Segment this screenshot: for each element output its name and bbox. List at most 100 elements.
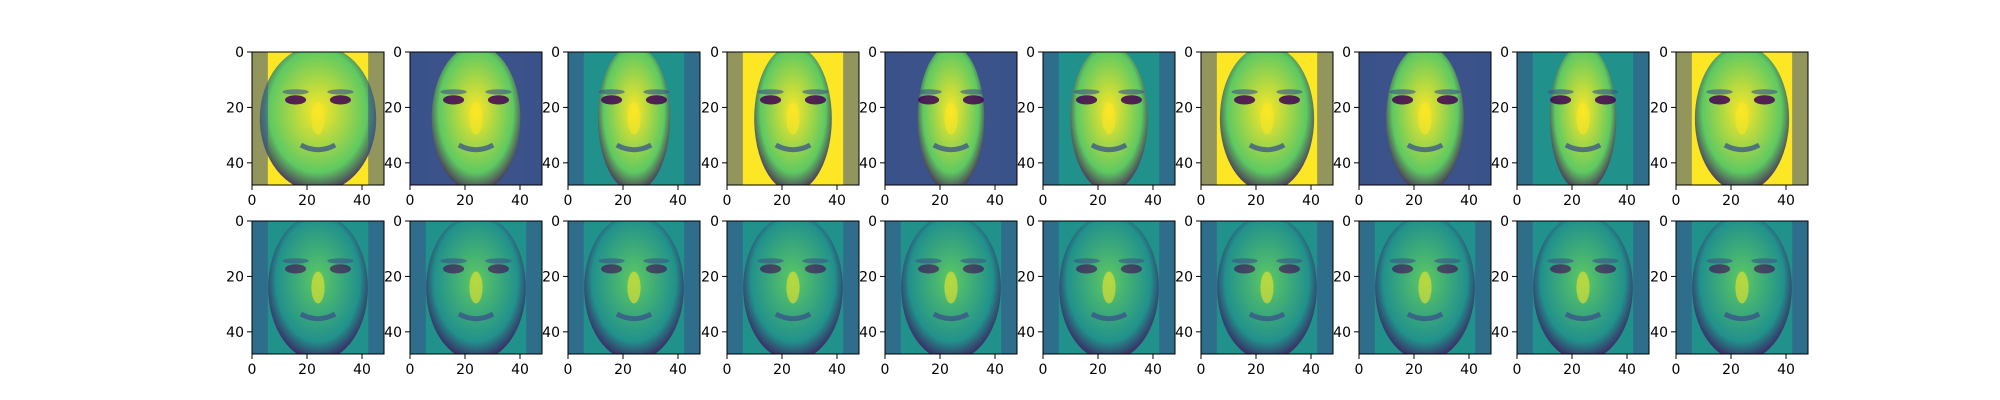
x-tick-label: 20	[773, 193, 791, 209]
eye	[1753, 95, 1775, 105]
eye	[601, 264, 623, 274]
y-tick-label: 20	[384, 269, 402, 285]
axes-frame	[1516, 51, 1650, 186]
shadow-right	[843, 221, 859, 354]
shadow-left	[885, 221, 901, 354]
x-tick-label: 20	[1722, 193, 1740, 209]
original-face-panel: 0 20 40 0 20 40	[1175, 45, 1334, 209]
face-image	[727, 221, 859, 354]
eyebrow	[960, 89, 987, 95]
y-tick-label: 40	[859, 156, 877, 172]
x-tick-label: 0	[406, 193, 415, 209]
eyebrow	[1118, 89, 1145, 95]
mouth	[1248, 142, 1286, 153]
eyebrow	[598, 89, 625, 95]
shadow-left	[1359, 221, 1375, 354]
x-tick-label: 20	[1563, 193, 1581, 209]
x-tick-label: 40	[1618, 362, 1636, 378]
y-tick-label: 20	[859, 269, 877, 285]
eyebrow	[440, 258, 467, 264]
face-image	[568, 52, 700, 185]
nose	[1260, 271, 1274, 304]
y-tick-label: 20	[1017, 269, 1035, 285]
y-tick-label: 40	[1017, 325, 1035, 341]
eye	[645, 95, 667, 105]
face-image	[252, 221, 384, 354]
x-tick-label: 0	[1513, 193, 1522, 209]
face-image	[568, 221, 700, 354]
x-tick-label: 20	[1722, 362, 1740, 378]
x-tick-label: 20	[1563, 362, 1581, 378]
nose	[1418, 102, 1432, 135]
x-tick-label: 40	[986, 362, 1004, 378]
x-tick-label: 20	[298, 362, 316, 378]
eye	[329, 95, 351, 105]
x-tick-label: 20	[1089, 362, 1107, 378]
x-tick-label: 20	[614, 193, 632, 209]
original-face-panel: 0 20 40 0 20 40	[1333, 45, 1492, 209]
x-tick-label: 0	[406, 362, 415, 378]
eye	[1120, 95, 1142, 105]
original-face-panel: 0 20 40 0 20 40	[1491, 45, 1650, 209]
axes-frame	[726, 51, 860, 186]
y-tick-label: 40	[384, 325, 402, 341]
eye	[804, 264, 826, 274]
shadow-right	[526, 52, 542, 185]
y-tick-label: 40	[1491, 156, 1509, 172]
x-tick-label: 20	[456, 193, 474, 209]
y-tick-label: 40	[1333, 156, 1351, 172]
eyebrow	[960, 258, 987, 264]
eye	[1753, 264, 1775, 274]
y-tick-label: 40	[1491, 325, 1509, 341]
eye	[443, 95, 465, 105]
x-tick-label: 0	[1197, 362, 1206, 378]
eyebrow	[1751, 258, 1778, 264]
shadow-left	[1201, 52, 1217, 185]
shadow-right	[1792, 52, 1808, 185]
x-tick-label: 20	[1089, 193, 1107, 209]
reconstructed-face-panel: 0 20 40 0 20 40	[384, 214, 543, 378]
eyebrow	[802, 89, 829, 95]
x-tick-label: 0	[1672, 193, 1681, 209]
x-tick-label: 20	[1405, 362, 1423, 378]
y-tick-label: 0	[1659, 214, 1668, 230]
x-tick-label: 20	[1247, 193, 1265, 209]
nose	[944, 271, 958, 304]
eyebrow	[282, 89, 309, 95]
y-tick-label: 40	[1650, 325, 1668, 341]
x-tick-label: 20	[1247, 362, 1265, 378]
eye	[285, 264, 307, 274]
x-tick-label: 0	[248, 362, 257, 378]
x-tick-label: 20	[1405, 193, 1423, 209]
eyebrow	[485, 89, 512, 95]
x-tick-label: 40	[353, 193, 371, 209]
shadow-right	[1633, 52, 1649, 185]
y-tick-label: 20	[859, 100, 877, 116]
eye	[760, 95, 782, 105]
nose	[1260, 102, 1274, 135]
shadow-left	[727, 52, 743, 185]
eyebrow	[1276, 258, 1303, 264]
y-tick-label: 0	[1342, 214, 1351, 230]
axes-frame	[409, 220, 543, 355]
shadow-right	[1001, 221, 1017, 354]
shadow-right	[1317, 52, 1333, 185]
face-image	[1517, 221, 1649, 354]
mouth	[457, 311, 495, 322]
eyebrow	[802, 258, 829, 264]
axes-frame	[251, 220, 385, 355]
eyebrow	[1592, 258, 1619, 264]
eyebrow	[1547, 258, 1574, 264]
y-tick-label: 40	[859, 325, 877, 341]
x-tick-label: 40	[511, 193, 529, 209]
y-tick-label: 20	[1175, 100, 1193, 116]
face-image	[410, 221, 542, 354]
eyebrow	[485, 258, 512, 264]
eyebrow	[1073, 89, 1100, 95]
eye	[1550, 95, 1572, 105]
y-tick-label: 40	[1017, 156, 1035, 172]
shadow-left	[1043, 221, 1059, 354]
shadow-right	[1159, 221, 1175, 354]
y-tick-label: 0	[235, 214, 244, 230]
shadow-left	[410, 221, 426, 354]
